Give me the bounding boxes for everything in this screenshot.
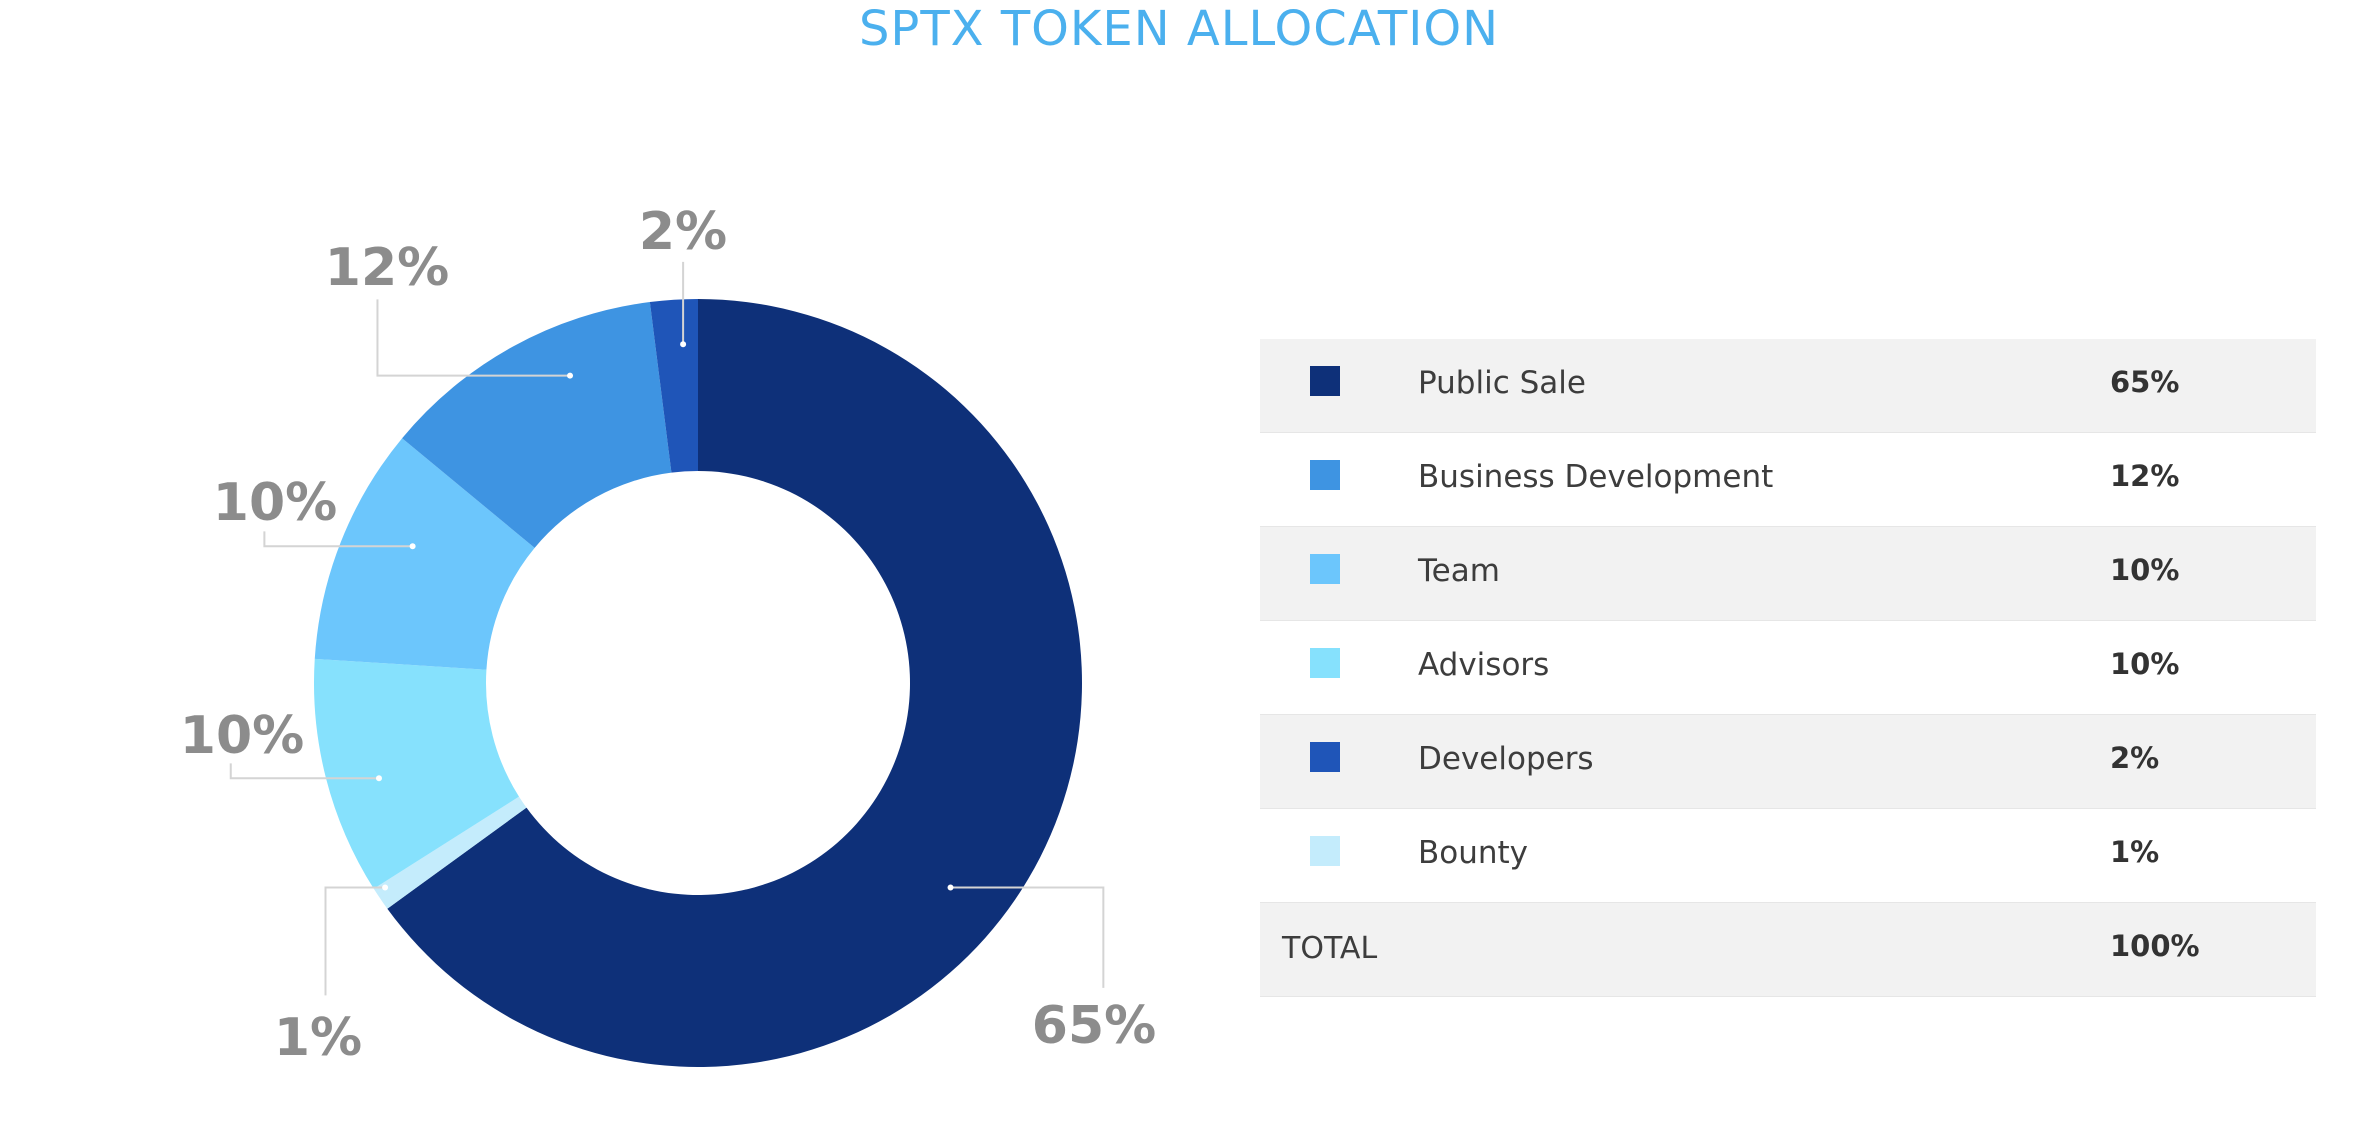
row-value: 10% — [2110, 553, 2180, 587]
row-value: 12% — [2110, 459, 2180, 493]
value-label-public-sale: 65% — [1032, 996, 1156, 1056]
legend-swatch-advisors — [1310, 648, 1340, 678]
legend-swatch-bounty — [1310, 836, 1340, 866]
value-label-bounty: 1% — [274, 1008, 362, 1068]
slice-value-labels: 65% 12% 10% 10% 2% 1% — [180, 202, 1156, 1068]
row-label: Team — [1418, 553, 1500, 589]
leader-dot-developers — [680, 341, 687, 348]
slice-business-development — [402, 302, 672, 548]
slice-bounty — [373, 796, 527, 909]
row-value: 1% — [2110, 835, 2160, 869]
legend-swatch-business-development — [1310, 460, 1340, 490]
value-label-advisors: 10% — [180, 706, 304, 766]
row-label: Public Sale — [1418, 365, 1586, 401]
leader-dot-business-development — [567, 372, 574, 379]
legend-swatch-developers — [1310, 742, 1340, 772]
leader-dot-team — [409, 543, 416, 550]
total-label: TOTAL — [1282, 931, 1378, 966]
leader-line-public-sale — [950, 886, 1105, 988]
row-value: 65% — [2110, 365, 2180, 399]
row-label: Developers — [1418, 741, 1594, 777]
value-label-business-development: 12% — [325, 238, 449, 298]
leader-dot-bounty — [382, 884, 389, 891]
leader-line-bounty — [324, 886, 386, 996]
slice-team — [314, 438, 535, 670]
legend-swatch-public-sale — [1310, 366, 1340, 396]
table-row-public-sale: Public Sale 65% — [1260, 339, 2316, 433]
table-row-total: TOTAL 100% — [1260, 903, 2316, 997]
row-value: 10% — [2110, 647, 2180, 681]
value-label-developers: 2% — [639, 202, 727, 262]
table-row-bounty: Bounty 1% — [1260, 809, 2316, 903]
slice-public-sale — [387, 299, 1082, 1067]
table-row-developers: Developers 2% — [1260, 715, 2316, 809]
legend-swatch-team — [1310, 554, 1340, 584]
leader-line-advisors — [229, 763, 379, 780]
chart-title: SPTX TOKEN ALLOCATION — [858, 1, 1500, 57]
table-row-advisors: Advisors 10% — [1260, 621, 2316, 715]
leader-dot-public-sale — [947, 884, 954, 891]
allocation-table: Public Sale 65% Business Development 12%… — [1260, 339, 2316, 997]
row-label: Bounty — [1418, 835, 1529, 871]
donut-chart: 65% 12% 10% 10% 2% 1% — [180, 202, 1156, 1068]
leader-line-business-development — [376, 299, 571, 377]
table-row-team: Team 10% — [1260, 527, 2316, 621]
slice-developers — [649, 299, 698, 473]
row-value: 2% — [2110, 741, 2160, 775]
total-value: 100% — [2110, 929, 2200, 963]
leader-line-team — [263, 531, 413, 548]
row-label: Advisors — [1418, 647, 1550, 683]
slice-advisors — [314, 658, 520, 889]
value-label-team: 10% — [213, 473, 337, 533]
leader-dot-advisors — [375, 775, 382, 782]
row-label: Business Development — [1418, 459, 1774, 495]
donut-slices — [314, 299, 1082, 1067]
table-row-business-development: Business Development 12% — [1260, 433, 2316, 527]
slice-leader-lines — [229, 261, 1105, 996]
